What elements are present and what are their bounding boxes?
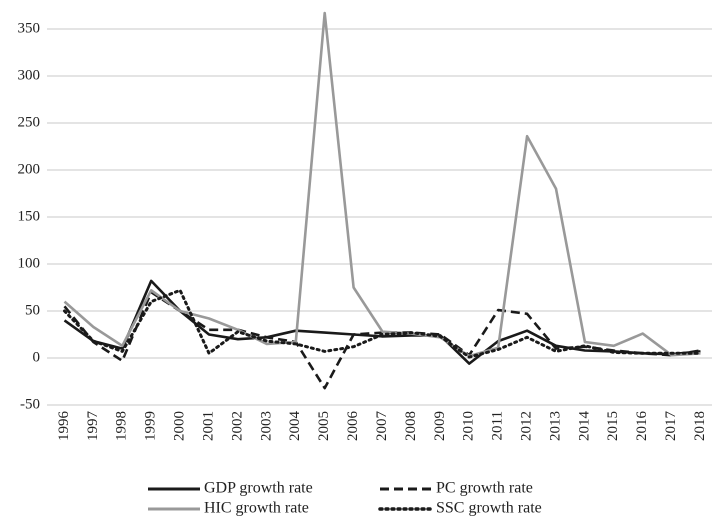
x-tick-label: 2000 <box>172 411 188 441</box>
x-tick-label: 2005 <box>316 411 332 441</box>
x-tick-label: 1997 <box>85 411 101 442</box>
legend-label: GDP growth rate <box>204 480 313 497</box>
x-tick-label: 1998 <box>114 411 130 441</box>
y-tick-label: 50 <box>25 302 40 318</box>
x-tick-label: 2014 <box>576 411 592 442</box>
x-tick-label: 2008 <box>403 411 419 441</box>
x-tick-label: 2017 <box>663 411 679 442</box>
legend-label: PC growth rate <box>436 480 533 497</box>
x-tick-label: 2007 <box>374 411 390 442</box>
x-tick-label: 2003 <box>258 411 274 441</box>
x-tick-label: 2018 <box>692 411 708 441</box>
y-tick-label: 150 <box>18 208 41 224</box>
y-tick-label: 100 <box>18 255 41 271</box>
x-tick-label: 2002 <box>229 411 245 441</box>
legend-label: SSC growth rate <box>436 500 542 517</box>
series-line <box>63 290 701 390</box>
y-tick-label: 300 <box>18 67 41 83</box>
x-tick-label: 2010 <box>461 411 477 441</box>
x-tick-label: 1996 <box>56 411 72 442</box>
x-tick-label: 2016 <box>634 411 650 442</box>
x-tick-label: 2009 <box>432 411 448 441</box>
x-tick-label: 2015 <box>605 411 621 441</box>
y-tick-label: 350 <box>18 20 41 36</box>
y-tick-label: -50 <box>20 396 40 412</box>
legend-label: HIC growth rate <box>204 500 309 517</box>
x-tick-label: 1999 <box>143 411 159 441</box>
legend: GDP growth rate PC growth rate HIC growth … <box>148 480 542 517</box>
x-tick-label: 2001 <box>200 411 216 441</box>
series-line <box>63 279 701 365</box>
series-line <box>63 11 701 358</box>
y-tick-label: 0 <box>33 349 41 365</box>
x-tick-label: 2006 <box>345 411 361 442</box>
x-tick-label: 2004 <box>287 411 303 442</box>
x-tick-label: 2012 <box>519 411 535 441</box>
y-tick-label: 250 <box>18 114 41 130</box>
series-line <box>63 288 702 359</box>
x-tick-label: 2013 <box>547 411 563 441</box>
x-tick-label: 2011 <box>490 411 506 440</box>
y-tick-label: 200 <box>18 161 41 177</box>
